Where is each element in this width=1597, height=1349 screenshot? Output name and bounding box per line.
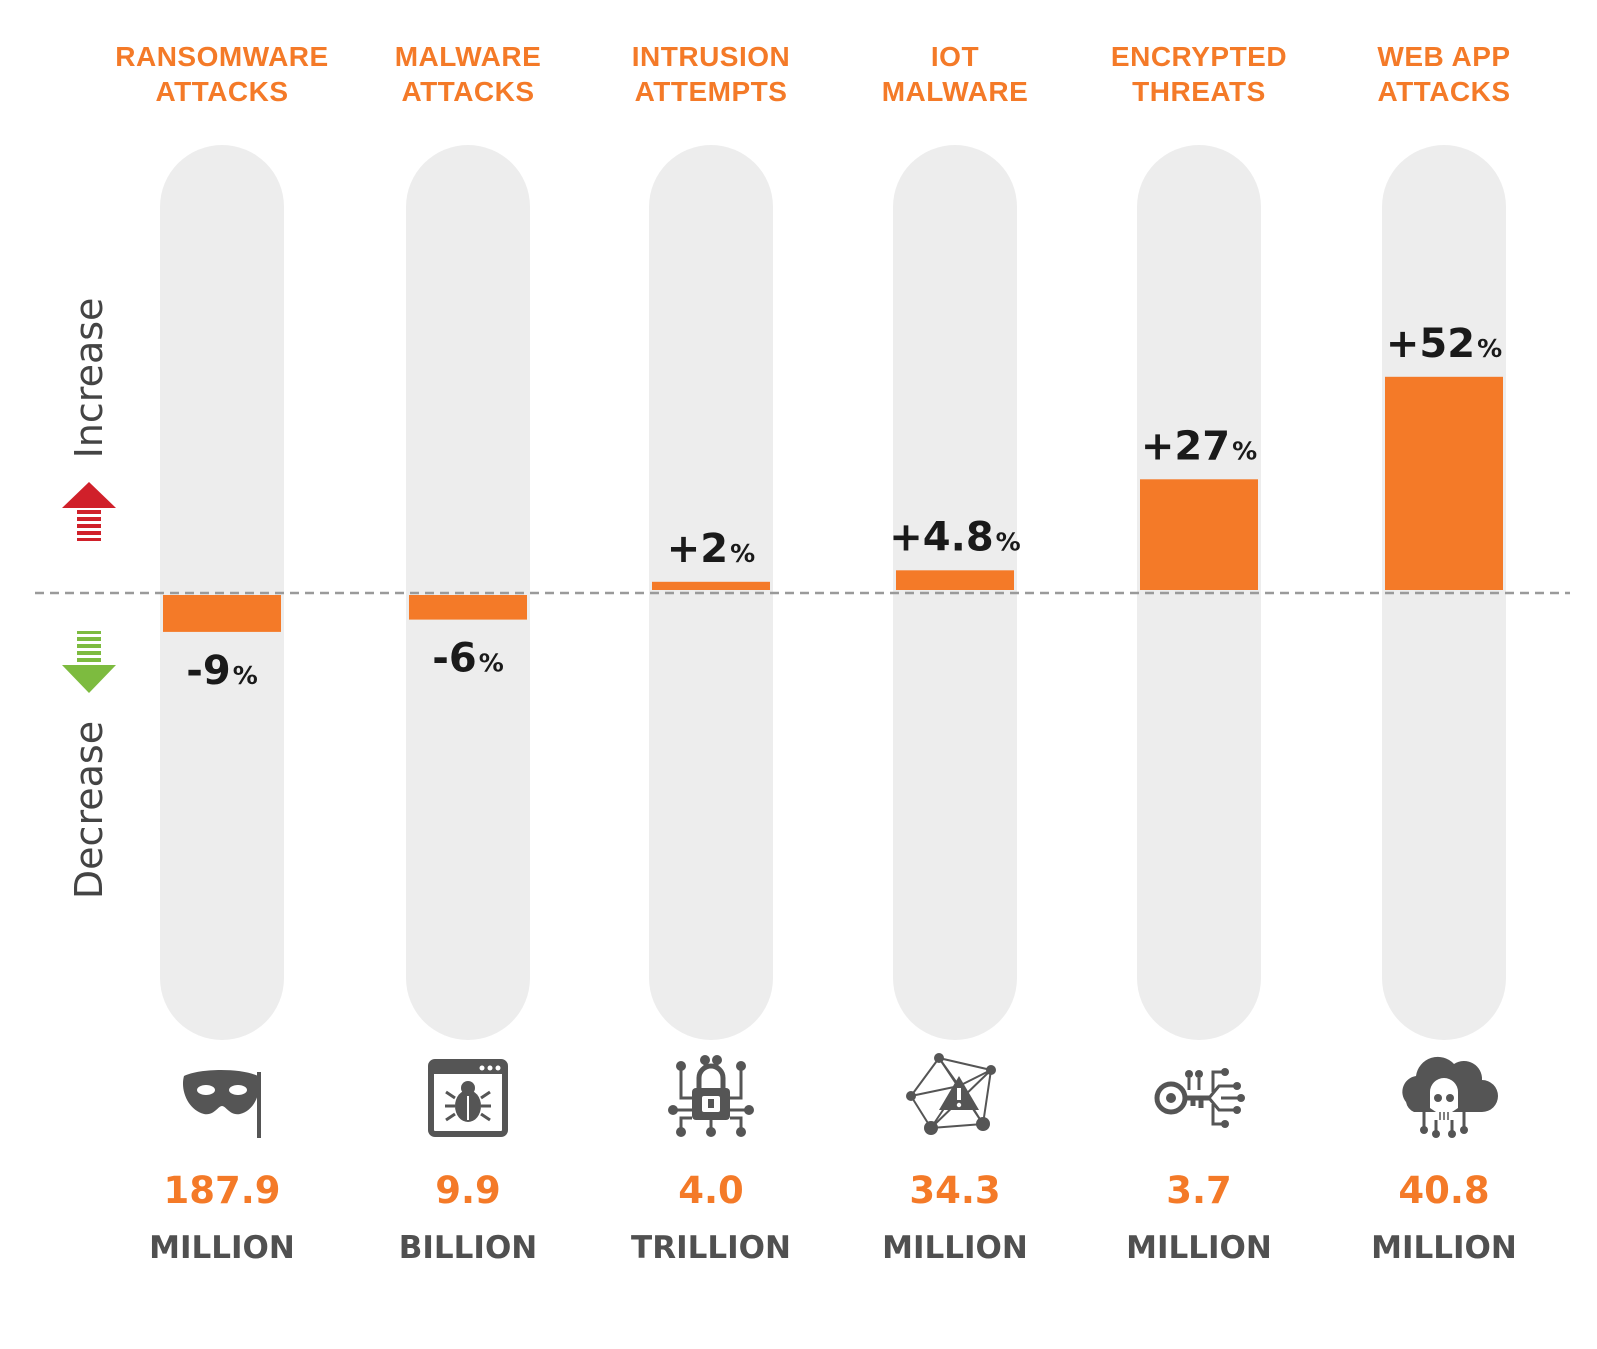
bar-value-percent: % xyxy=(233,661,258,690)
bar-value-label: +27% xyxy=(1141,423,1257,469)
total-unit: MILLION xyxy=(882,1230,1028,1266)
total-unit: MILLION xyxy=(149,1230,295,1266)
category-title-line2: THREATS xyxy=(1132,76,1266,107)
total-unit: MILLION xyxy=(1371,1230,1517,1266)
bar-value-percent: % xyxy=(479,649,504,678)
category-title-line1: IOT xyxy=(931,41,979,72)
category-title-line2: ATTACKS xyxy=(155,76,288,107)
total-unit: BILLION xyxy=(399,1230,538,1266)
circuit-key-icon xyxy=(1154,1068,1245,1128)
category-title-line1: INTRUSION xyxy=(632,41,791,72)
category-title-line1: WEB APP xyxy=(1377,41,1510,72)
bar-track xyxy=(1382,145,1506,1040)
decrease-arrow-icon xyxy=(62,631,116,693)
bar-value-number: +27 xyxy=(1141,423,1230,469)
bar-value-percent: % xyxy=(1477,334,1502,363)
total-layer: 187.9 MILLION 9.9 BILLION 4.0 TRILLION 34.3 MIL… xyxy=(149,1169,1517,1266)
increase-arrow-icon xyxy=(62,482,116,541)
bar-value-label: -9% xyxy=(186,648,258,694)
bar-value-number: -6 xyxy=(432,636,476,682)
network-warning-icon xyxy=(906,1053,996,1135)
category-title-layer: RANSOMWARE ATTACKS MALWARE ATTACKS INTRUSION… xyxy=(115,41,1510,107)
bar xyxy=(163,595,281,632)
category-title-line2: ATTACKS xyxy=(401,76,534,107)
bar-value-label: +52% xyxy=(1386,321,1502,367)
icon-layer xyxy=(182,1053,1498,1138)
total-amount: 9.9 xyxy=(435,1169,501,1212)
category-title-line2: MALWARE xyxy=(882,76,1029,107)
bar-value-percent: % xyxy=(730,539,755,568)
increase-label: Increase xyxy=(67,298,111,459)
total-unit: TRILLION xyxy=(631,1230,791,1266)
bar xyxy=(896,570,1014,590)
mask-icon xyxy=(182,1070,261,1138)
bar-value-label: +2% xyxy=(667,526,755,572)
total-amount: 4.0 xyxy=(678,1169,744,1212)
bar xyxy=(409,595,527,620)
bar-value-label: -6% xyxy=(432,636,504,682)
bar-value-number: +52 xyxy=(1386,321,1475,367)
category-title-line2: ATTACKS xyxy=(1377,76,1510,107)
total-amount: 3.7 xyxy=(1166,1169,1232,1212)
bar xyxy=(652,581,770,590)
value-label-layer: -9% -6%+2% +4.8%+27%+52% xyxy=(186,321,1502,694)
category-title-line2: ATTEMPTS xyxy=(635,76,788,107)
cloud-skull-icon xyxy=(1402,1056,1498,1138)
category-title-line1: ENCRYPTED xyxy=(1111,41,1287,72)
bar xyxy=(1140,479,1258,590)
total-amount: 187.9 xyxy=(163,1169,280,1212)
bar-value-percent: % xyxy=(996,527,1021,556)
bar-value-number: +2 xyxy=(667,526,728,572)
bar-value-number: +4.8 xyxy=(889,514,993,560)
bar-value-label: +4.8% xyxy=(889,514,1020,560)
bar xyxy=(1385,376,1503,590)
bar-value-number: -9 xyxy=(186,648,230,694)
circuit-lock-icon xyxy=(668,1055,754,1137)
browser-bug-icon xyxy=(428,1059,508,1137)
total-unit: MILLION xyxy=(1126,1230,1272,1266)
bar-layer xyxy=(163,376,1503,632)
category-title-line1: MALWARE xyxy=(395,41,542,72)
bar-value-percent: % xyxy=(1232,436,1257,465)
bar-track xyxy=(406,145,530,1040)
decrease-label: Decrease xyxy=(67,721,111,899)
total-amount: 34.3 xyxy=(909,1169,1000,1212)
total-amount: 40.8 xyxy=(1398,1169,1489,1212)
category-title-line1: RANSOMWARE xyxy=(115,41,328,72)
